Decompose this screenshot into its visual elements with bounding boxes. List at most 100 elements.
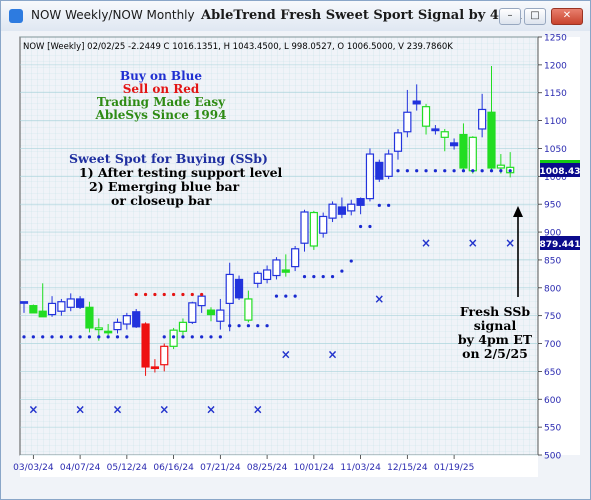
support-dot [349,259,353,263]
candle-body [263,269,272,281]
support-dot [405,169,409,173]
title-bar[interactable]: NOW Weekly/NOW Monthly AbleTrend Fresh S… [1,1,590,31]
sweet-spot-line-1: 1) After testing support level [79,165,283,180]
y-tick-label: 600 [544,396,561,406]
y-tick-label: 950 [544,201,561,211]
candle-body [104,330,113,334]
support-dot [359,224,363,229]
candle-body [291,248,300,268]
candle-body [197,295,206,307]
candle-body [375,161,384,180]
fresh-signal-line-3: by 4pm ET [458,332,533,347]
support-dot [59,335,64,339]
price-tag-support-value: 879.441 [540,240,581,250]
fresh-signal-line-4: on 2/5/25 [462,346,528,361]
x-tick-label: 12/15/24 [387,463,428,473]
candle-body [132,311,141,328]
support-dot [106,335,110,339]
candle-body [328,203,337,219]
candle-body [496,164,505,169]
support-dot [265,324,269,328]
support-dot [78,335,82,339]
y-tick-label: 850 [544,256,561,266]
support-dot [321,275,325,279]
support-dot [256,324,260,328]
app-icon [9,9,23,23]
resistance-dot [162,292,166,297]
resistance-dot [143,292,148,297]
support-dot [97,335,101,339]
y-tick-label: 700 [544,340,561,350]
support-dot [480,169,484,173]
price-tag-last-box [540,163,580,177]
price-chart: 500 550 600 650 700 750 800 850 900 950 1000 1050 11… [13,34,581,477]
candle-body [365,153,375,200]
candle-body [75,298,85,308]
support-dot [218,335,222,339]
candle-body [309,211,318,247]
candle-body [319,215,328,234]
y-tick-label: 550 [544,424,561,434]
support-dot [172,335,176,339]
y-tick-label: 1000 [544,173,567,183]
chart-area[interactable]: 500 550 600 650 700 750 800 850 900 950 1000 1050 11… [13,31,581,489]
close-button[interactable]: ✕ [551,8,583,25]
candle-body [113,321,122,331]
legend-ablesys: AbleSys Since 1994 [95,108,227,122]
support-dot [209,335,213,339]
support-dot [274,294,279,298]
candle-body [225,273,234,305]
x-mark: × [112,402,122,416]
support-dot [443,169,447,173]
x-mark: × [281,348,291,362]
x-tick-label: 07/21/24 [200,463,241,473]
x-tick-label: 10/01/24 [294,463,335,473]
support-dot [41,335,45,339]
sweet-spot-title: Sweet Spot for Buying (SSb) [69,151,268,166]
support-dot [293,294,297,298]
support-dot [508,169,512,173]
candle-body [384,153,393,177]
chart-banner: AbleTrend Fresh Sweet Sport Signal by 4p… [201,8,546,23]
candle-body [244,298,253,321]
support-dot [31,335,35,339]
support-dot [424,169,428,173]
candle-body [29,305,38,314]
signal-arrow [513,206,523,297]
x-mark: × [468,236,478,250]
candle-body [122,315,131,325]
support-dot [387,203,391,207]
support-dot [87,335,92,339]
x-mark: × [421,236,431,250]
maximize-button[interactable]: □ [524,8,546,25]
candle-body [300,211,309,244]
candle-body [188,302,197,323]
x-mark: × [374,292,384,306]
support-dot [499,169,503,173]
support-dot [50,335,54,339]
x-mark: × [75,402,85,416]
x-tick-label: 06/16/24 [153,463,194,473]
support-dot [125,335,129,339]
y-tick-label: 750 [544,312,561,322]
candle-body [150,366,159,370]
candle-body [160,345,169,366]
support-dot [461,169,466,173]
y-tick-label: 1050 [544,145,567,155]
minimize-button[interactable]: – [499,8,521,25]
support-dot [312,275,316,279]
price-tag-support-box [540,236,580,250]
candle-body [216,309,225,322]
x-tick-label: 11/03/24 [340,463,381,473]
y-tick-label: 800 [544,284,561,294]
price-tag-support: 879.441 [540,236,581,250]
candle-body [47,302,57,316]
price-tag-last-value: 1008.43 [540,167,581,177]
support-dot [237,324,241,328]
support-dot [396,169,400,173]
support-dot [69,335,73,339]
legend-trading: Trading Made Easy [97,95,226,109]
candle-body [281,269,290,273]
candle-body [337,206,346,215]
x-mark: × [505,236,515,250]
